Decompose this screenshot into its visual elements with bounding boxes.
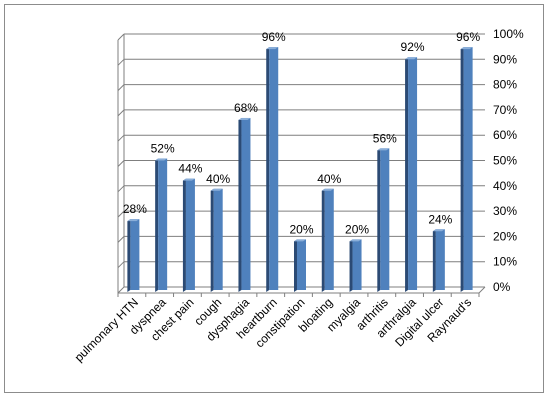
bar-side-face — [460, 47, 464, 293]
data-label: 92% — [401, 40, 425, 54]
data-label: 44% — [178, 162, 202, 176]
y-tick-label: 90% — [493, 52, 517, 66]
bar-top-face — [127, 219, 140, 222]
bar-side-face — [238, 117, 242, 293]
bar-top-face — [155, 158, 168, 161]
gridline-stub-50 — [117, 160, 125, 167]
data-label: 56% — [373, 131, 397, 145]
gridline-stub-20 — [117, 236, 125, 243]
bar-side-face — [155, 158, 159, 292]
y-tick-label: 0% — [493, 280, 511, 294]
bar-bloating — [321, 188, 334, 292]
bar-cough — [210, 188, 223, 292]
gridline-stub-60 — [117, 134, 125, 142]
data-label: 28% — [123, 202, 147, 216]
bar-front-face — [380, 148, 390, 290]
data-label: 20% — [345, 222, 369, 236]
bar-front-face — [158, 158, 168, 290]
gridline-stub-80 — [117, 84, 125, 91]
bar-front-face — [435, 229, 445, 290]
bar-myalgia — [349, 239, 362, 292]
y-tick-label: 70% — [493, 103, 517, 117]
bar-pulmonary HTN — [127, 219, 140, 292]
bar-top-face — [349, 239, 362, 242]
gridline-stub-40 — [117, 185, 125, 193]
bar-front-face — [463, 47, 473, 291]
data-label: 68% — [234, 101, 258, 115]
bar-top-face — [405, 57, 418, 60]
bar-top-face — [210, 188, 223, 191]
bar-side-face — [266, 47, 270, 293]
gridline-stub-0 — [117, 286, 125, 294]
data-label: 96% — [456, 30, 480, 44]
bar-front-face — [352, 239, 362, 290]
bar-side-face — [294, 239, 297, 292]
bar-Raynaud's — [460, 47, 473, 293]
y-tick-label: 10% — [493, 255, 517, 269]
floor-right-edge — [478, 286, 486, 294]
y-tick-label: 40% — [493, 179, 517, 193]
y-tick-label: 80% — [493, 78, 517, 92]
bar-top-face — [294, 239, 306, 242]
bar-chest pain — [182, 178, 195, 292]
gridline-stub-30 — [117, 210, 125, 218]
bar-side-face — [321, 188, 325, 292]
bars — [127, 47, 473, 293]
data-label: 40% — [317, 172, 341, 186]
bar-top-face — [460, 47, 473, 50]
y-axis-tick-labels: 0% 10% 20% 30% 40% 50% 60% 70% 80% 90% 100% — [493, 27, 524, 294]
bar-arthritis — [377, 148, 390, 292]
bar-side-face — [210, 188, 214, 292]
bar-side-face — [405, 57, 409, 292]
y-tick-label: 20% — [493, 229, 517, 243]
bar-dyspnea — [155, 158, 168, 292]
y-tick-label: 100% — [493, 27, 524, 41]
bar-front-face — [213, 188, 223, 290]
bar-constipation — [294, 239, 306, 292]
bar-front-face — [269, 47, 279, 291]
y-tick-label: 30% — [493, 204, 517, 218]
bar-top-face — [321, 188, 334, 191]
gridline-stub-10 — [117, 261, 125, 269]
bar-top-face — [377, 148, 390, 151]
bar-dysphagia — [238, 117, 251, 293]
bar-side-face — [349, 239, 353, 292]
data-label: 96% — [262, 30, 286, 44]
bar-front-face — [297, 239, 306, 290]
y-tick-label: 50% — [493, 154, 517, 168]
data-label: 20% — [289, 222, 313, 236]
bar-top-face — [432, 229, 445, 232]
data-label: 52% — [151, 141, 175, 155]
chart-frame: 0% 10% 20% 30% 40% 50% 60% 70% 80% 90% 100% 28% 52%… — [4, 4, 544, 393]
bar-heartburn — [266, 47, 279, 293]
bar-front-face — [324, 188, 334, 290]
data-label: 24% — [428, 212, 452, 226]
bar-front-face — [241, 117, 251, 291]
bar-top-face — [266, 47, 279, 50]
data-label: 40% — [206, 172, 230, 186]
bar-Digital ulcer — [432, 229, 445, 292]
bar-top-face — [182, 178, 195, 181]
bar-side-face — [377, 148, 381, 292]
data-labels: 28% 52%44% 40% 68% 96% 20% 40% 20% 56% 92% 24% 96% — [123, 30, 481, 236]
bar-side-face — [432, 229, 436, 292]
y-tick-label: 60% — [493, 128, 517, 142]
bar-side-face — [127, 219, 131, 292]
bar-top-face — [238, 117, 251, 120]
gridline-stub-70 — [117, 109, 125, 117]
bar-arthralgia — [405, 57, 418, 292]
bar-chart: 0% 10% 20% 30% 40% 50% 60% 70% 80% 90% 100% 28% 52%… — [72, 27, 524, 365]
bar-front-face — [185, 178, 195, 290]
bar-side-face — [182, 178, 186, 292]
gridline-stub-90 — [117, 58, 125, 66]
gridlines — [117, 33, 486, 297]
bar-front-face — [408, 57, 418, 290]
bar-front-face — [130, 219, 140, 290]
gridline-stub-100 — [117, 33, 125, 41]
